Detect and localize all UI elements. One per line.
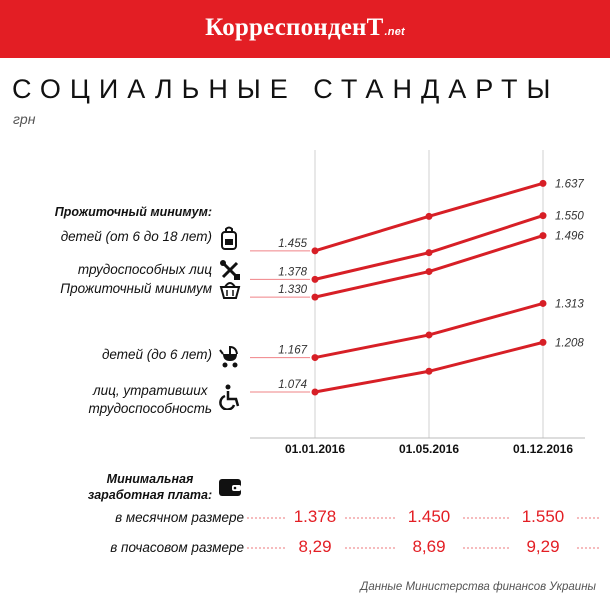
backpack-icon (221, 226, 237, 250)
data-point-children_under_6-2 (425, 331, 433, 339)
data-point-able_bodied-2 (425, 249, 433, 257)
min-wage-monthly-label: в месячном размере (115, 510, 244, 525)
data-point-children_under_6-3 (539, 299, 547, 307)
data-label-able_bodied-1: 1.378 (278, 266, 307, 278)
min-wage-hourly-value-1: 8,29 (298, 537, 332, 556)
section-living-wage: Прожиточный минимум: (54, 205, 212, 219)
data-point-disabled-2 (425, 367, 433, 375)
data-label-living_wage-1: 1.330 (278, 284, 307, 296)
data-label-living_wage-3: 1.496 (555, 231, 584, 243)
data-point-living_wage-2 (425, 268, 433, 276)
label-children-under-6: детей (до 6 лет) (101, 347, 212, 362)
unit-label: грн (13, 111, 36, 127)
basket-icon (219, 282, 241, 299)
data-point-disabled-1 (311, 388, 319, 396)
data-label-disabled-3: 1.208 (555, 337, 584, 349)
data-point-children_under_6-1 (311, 354, 319, 362)
data-label-disabled-1: 1.074 (278, 379, 307, 391)
label-disabled: лиц, утративших трудоспособность (88, 383, 212, 416)
wheelchair-icon (219, 384, 240, 410)
data-label-children_under_6-1: 1.167 (278, 345, 307, 357)
header-bar: КорреспонденТ.net (0, 0, 610, 58)
label-children-6-18: детей (от 6 до 18 лет) (60, 229, 212, 244)
data-label-children_6_18-3: 1.637 (555, 178, 584, 190)
wallet-icon (219, 479, 241, 496)
min-wage-monthly-value-1: 1.378 (293, 507, 337, 526)
min-wage-title: Минимальная заработная плата: (87, 472, 213, 502)
data-label-able_bodied-3: 1.550 (555, 211, 584, 223)
data-point-living_wage-3 (539, 232, 547, 240)
min-wage-hourly-value-2: 8,69 (412, 537, 446, 556)
min-wage-hourly-label: в почасовом размере (110, 540, 244, 555)
data-point-able_bodied-1 (311, 275, 319, 283)
source-note: Данные Министерства финансов Украины (360, 581, 596, 593)
label-living-wage: Прожиточный минимум (60, 281, 212, 296)
tools-icon (220, 260, 240, 280)
data-point-living_wage-1 (311, 293, 319, 301)
data-point-children_6_18-2 (425, 212, 433, 220)
min-wage-hourly-value-3: 9,29 (526, 537, 560, 556)
date-label-1: 01.01.2016 (284, 442, 346, 456)
data-point-children_6_18-3 (539, 179, 547, 187)
stroller-icon (219, 345, 238, 368)
min-wage-monthly-value-2: 1.450 (407, 507, 451, 526)
date-label-2: 01.05.2016 (398, 442, 460, 456)
date-label-3: 01.12.2016 (512, 442, 574, 456)
data-label-children_6_18-1: 1.455 (278, 238, 307, 250)
data-point-able_bodied-3 (539, 212, 547, 220)
data-point-disabled-3 (539, 338, 547, 346)
page-title: СОЦИАЛЬНЫЕ СТАНДАРТЫ (12, 74, 560, 104)
data-point-children_6_18-1 (311, 247, 319, 255)
logo: КорреспонденТ.net (205, 14, 405, 41)
data-label-children_under_6-3: 1.313 (555, 298, 584, 310)
label-able-bodied: трудоспособных лиц (77, 262, 212, 277)
min-wage-monthly-value-3: 1.550 (521, 507, 565, 526)
